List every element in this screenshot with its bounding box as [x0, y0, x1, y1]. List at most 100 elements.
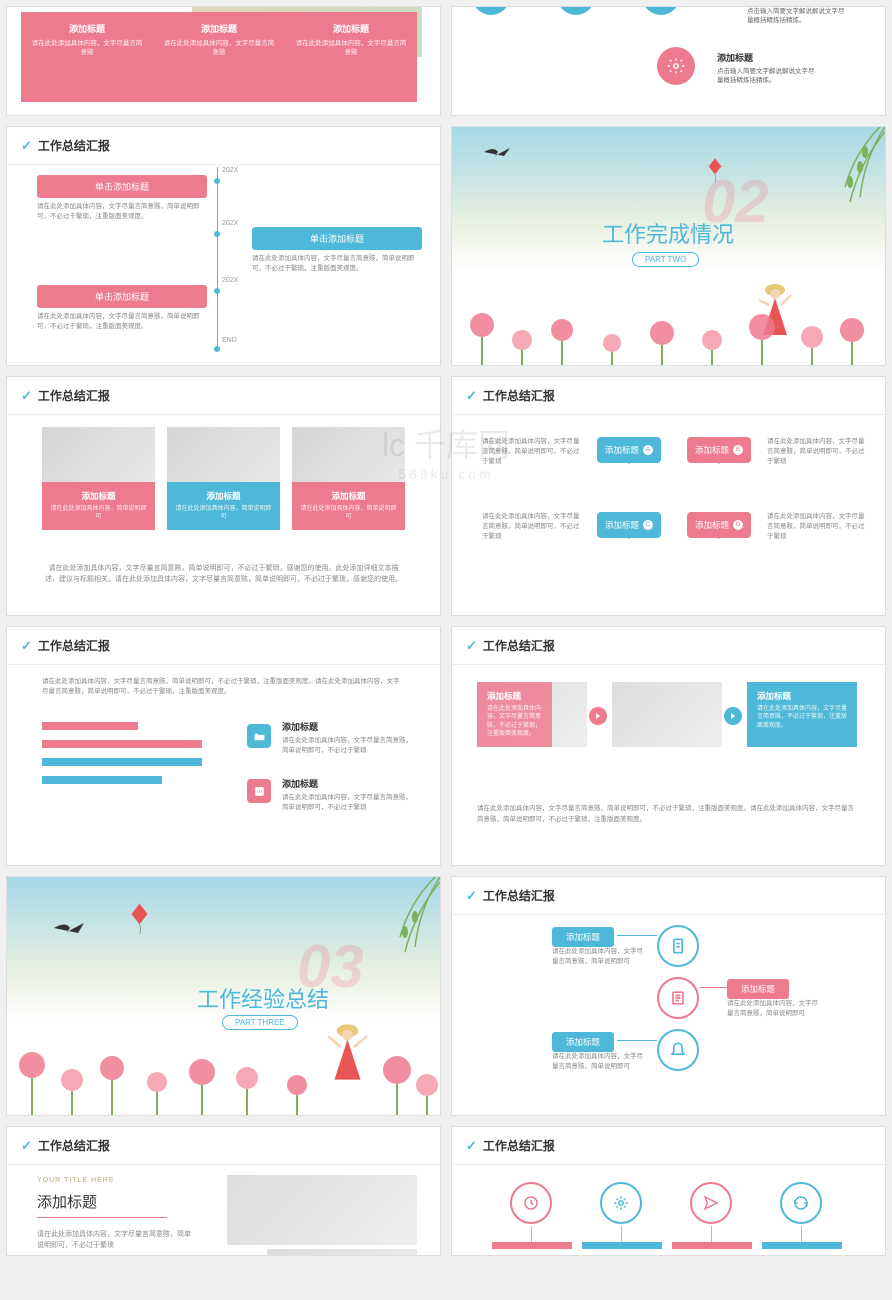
building-icon — [642, 6, 680, 15]
intro-text: 请在此处添加具体内容，文字尽量言简意赅，简单说明即可，不必过于繁琐，注重版面美观… — [42, 677, 405, 698]
flowers-icon — [452, 285, 885, 365]
timeline-item: 单击添加标题请在此处添加具体内容，文字尽量言简意赅，简单说明即可，不必过于繁琐，… — [252, 227, 422, 274]
divider — [37, 1217, 167, 1218]
check-icon: ✓ — [466, 1138, 477, 1154]
section-subtitle: PART TWO — [632, 252, 699, 267]
slide-6: ✓ 工作总结汇报 添加标题A 添加标题B 添加标题C 添加标题D 请在此处添加具体… — [451, 376, 886, 616]
card-title: 添加标题 — [48, 490, 149, 502]
check-icon: ✓ — [466, 638, 477, 654]
slide-8: ✓ 工作总结汇报 添加标题请在此处添加具体内容，文字尽量言简意赅，不必过于繁琐，注… — [451, 626, 886, 866]
title: 添加标题 — [37, 1191, 97, 1212]
card-row: 添加标题请在此处添加具体内容，简单说明即可 添加标题请在此处添加具体内容，简单说… — [42, 427, 405, 530]
bubble-desc: 请在此处添加具体内容，文字尽量言简意赅，简单说明即可，不必过于繁琐 — [482, 437, 582, 466]
footer-text: 请在此处添加具体内容，文字尽量言简意赅，简单说明即可，不必过于繁琐，感谢您的使用… — [42, 563, 405, 585]
slide-1: 添加标题请在此处添加具体内容，文字尽量言简意赅 添加标题请在此处添加具体内容，文… — [6, 6, 441, 116]
desc: 请在此处添加具体内容，文字尽量言简意赅，简单说明即可 — [552, 1052, 647, 1072]
columns-box: 添加标题请在此处添加具体内容，文字尽量言简意赅 添加标题请在此处添加具体内容，文… — [21, 12, 417, 102]
slide-2: 添加标题点击输入简要文字解说解说文字尽量概括精炼括精炼。 添加标题点击输入简要文… — [451, 6, 886, 116]
subtitle: YOUR TITLE HERE — [37, 1177, 115, 1184]
check-icon: ✓ — [466, 888, 477, 904]
slide-4-section: 02 工作完成情况 PART TWO — [451, 126, 886, 366]
col-title: 添加标题 — [293, 22, 409, 35]
refresh-icon — [780, 1182, 822, 1224]
timeline-item: 单击添加标题请在此处添加具体内容，文字尽量言简意赅，简单说明即可，不必过于繁琐，… — [37, 175, 207, 222]
bubble: 添加标题C — [597, 512, 661, 538]
card-desc: 请在此处添加具体内容，简单说明即可 — [173, 505, 274, 522]
slide-title: 工作总结汇报 — [483, 387, 555, 404]
willow-icon — [765, 127, 885, 217]
slide-11: ✓ 工作总结汇报 YOUR TITLE HERE 添加标题 请在此处添加具体内容，… — [6, 1126, 441, 1256]
year-label: END — [222, 337, 237, 344]
send-icon — [690, 1182, 732, 1224]
arrow-icon — [589, 707, 607, 725]
gear-icon — [600, 1182, 642, 1224]
desc: 请在此处添加具体内容，文字尽量言简意赅，简单说明即可，不必过于繁琐 — [37, 1229, 197, 1251]
slide-title: 工作总结汇报 — [483, 637, 555, 654]
card-title: 添加标题 — [173, 490, 274, 502]
text-box: 添加标题请在此处添加具体内容，文字尽量言简意赅，不必过于繁琐，注重版面美观度。 — [477, 682, 552, 747]
check-icon: ✓ — [21, 138, 32, 154]
slide-title: 工作总结汇报 — [38, 137, 110, 154]
folder-icon — [247, 724, 271, 748]
col-desc: 请在此处添加具体内容，文字尽量言简意赅 — [293, 39, 409, 57]
check-icon: ✓ — [466, 388, 477, 404]
bar — [672, 1242, 752, 1249]
check-icon: ✓ — [21, 388, 32, 404]
timeline — [217, 167, 218, 350]
slide-title: 工作总结汇报 — [38, 1137, 110, 1154]
cloud-icon — [557, 6, 595, 15]
bubble-desc: 请在此处添加具体内容，文字尽量言简意赅，简单说明即可，不必过于繁琐 — [767, 437, 867, 466]
clipboard-icon — [472, 6, 510, 15]
desc: 请在此处添加具体内容，文字尽量言简意赅，简单说明即可，不必过于繁琐，注重版面美观… — [37, 312, 207, 332]
clock-icon — [510, 1182, 552, 1224]
item: 添加标题请在此处添加具体内容，文字尽量言简意赅，简单说明即可，不必过于繁琐 — [282, 777, 412, 813]
bubble: 添加标题B — [687, 437, 751, 463]
item: 添加标题请在此处添加具体内容，文字尽量言简意赅，简单说明即可，不必过于繁琐 — [282, 720, 412, 756]
label: 添加标题 — [672, 1254, 752, 1256]
desc: 请在此处添加具体内容，文字尽量言简意赅，简单说明即可 — [552, 947, 647, 967]
col-title: 添加标题 — [29, 22, 145, 35]
slide-12: ✓工作总结汇报 添加标题 添加标题 添加标题 添加标题 — [451, 1126, 886, 1256]
card-desc: 请在此处添加具体内容，简单说明即可 — [48, 505, 149, 522]
card-desc: 请在此处添加具体内容，简单说明即可 — [298, 505, 399, 522]
pill: 添加标题 — [552, 927, 614, 947]
pill: 单击添加标题 — [252, 227, 422, 250]
swallow-icon — [482, 142, 512, 162]
slide-title: 工作总结汇报 — [483, 1137, 555, 1154]
bubble-desc: 请在此处添加具体内容，文字尽量言简意赅，简单说明即可，不必过于繁琐 — [482, 512, 582, 541]
photo-placeholder — [612, 682, 722, 747]
bubble: 添加标题D — [687, 512, 751, 538]
desc: 请在此处添加具体内容，文字尽量言简意赅，简单说明即可 — [727, 999, 822, 1019]
check-icon: ✓ — [21, 1138, 32, 1154]
slide-title: 工作总结汇报 — [38, 637, 110, 654]
doc-icon — [657, 925, 699, 967]
photo-placeholder — [267, 1249, 417, 1256]
bar — [582, 1242, 662, 1249]
check-icon: ✓ — [21, 638, 32, 654]
pill: 单击添加标题 — [37, 175, 207, 198]
bar-chart — [42, 722, 202, 794]
slide-title: 工作总结汇报 — [38, 387, 110, 404]
item-desc: 点击输入简要文字解说解说文字尽量概括精炼括精炼。 — [717, 67, 817, 85]
gear-icon — [657, 47, 695, 85]
list-icon — [657, 977, 699, 1019]
bubble: 添加标题A — [597, 437, 661, 463]
text-box: 添加标题请在此处添加具体内容，文字尽量言简意赅，不必过于繁琐，注重版面美观度。 — [747, 682, 857, 747]
desc: 请在此处添加具体内容，文字尽量言简意赅，简单说明即可，不必过于繁琐，注重版面美观… — [37, 202, 207, 222]
bubble-desc: 请在此处添加具体内容，文字尽量言简意赅，简单说明即可，不必过于繁琐 — [767, 512, 867, 541]
pill: 添加标题 — [552, 1032, 614, 1052]
year-label: 202X — [222, 277, 238, 284]
kite-icon — [127, 902, 152, 934]
section-title: 工作完成情况 — [602, 217, 734, 249]
year-label: 202X — [222, 167, 238, 174]
photo-placeholder — [42, 427, 155, 482]
slide-9-section: 03 工作经验总结 PART THREE — [6, 876, 441, 1116]
bar — [492, 1242, 572, 1249]
slide-5: ✓ 工作总结汇报 添加标题请在此处添加具体内容，简单说明即可 添加标题请在此处添加… — [6, 376, 441, 616]
col-desc: 请在此处添加具体内容，文字尽量言简意赅 — [29, 39, 145, 57]
section-title: 工作经验总结 — [197, 982, 329, 1014]
timeline-item: 单击添加标题请在此处添加具体内容，文字尽量言简意赅，简单说明即可，不必过于繁琐，… — [37, 285, 207, 332]
slide-3: ✓工作总结汇报 202X 202X 202X END 单击添加标题请在此处添加具… — [6, 126, 441, 366]
footer-text: 请在此处添加具体内容，文字尽量言简意赅，简单说明即可，不必过于繁琐，注重版面美观… — [477, 804, 860, 825]
bar — [762, 1242, 842, 1249]
